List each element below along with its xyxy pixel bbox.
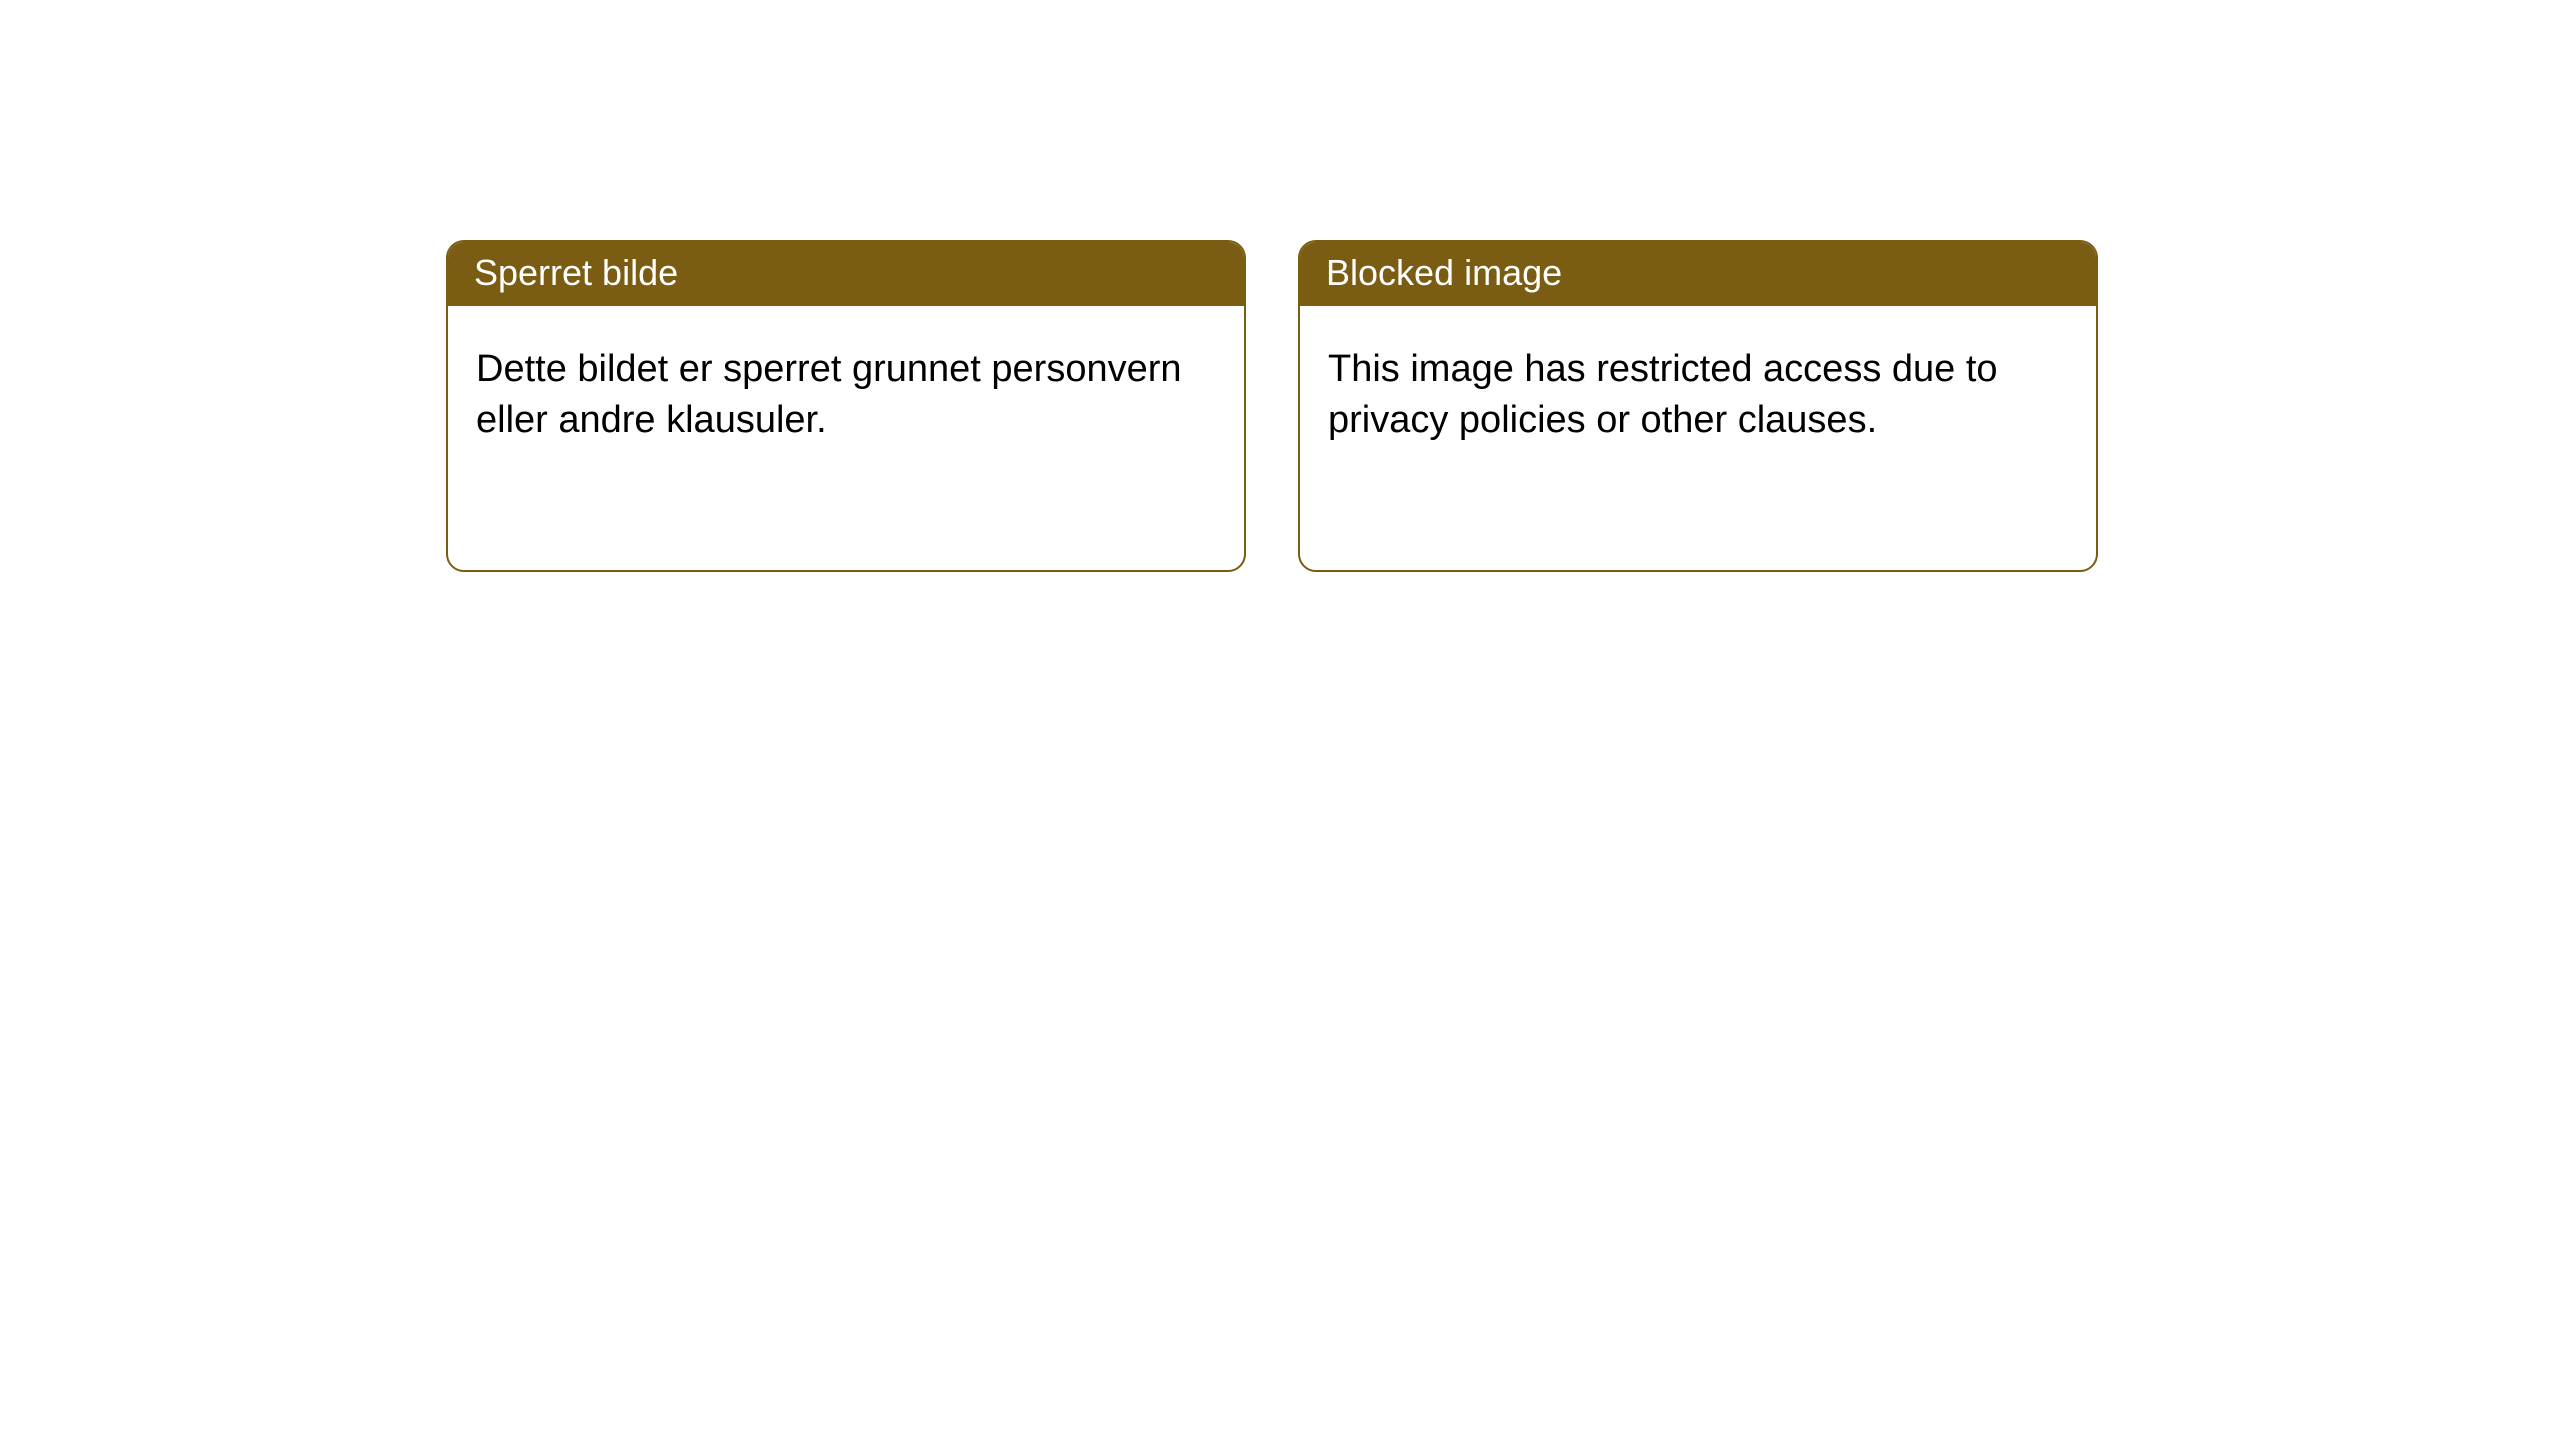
card-body-en: This image has restricted access due to … (1300, 306, 2096, 475)
notice-container: Sperret bilde Dette bildet er sperret gr… (0, 0, 2560, 572)
blocked-image-card-no: Sperret bilde Dette bildet er sperret gr… (446, 240, 1246, 572)
card-body-no: Dette bildet er sperret grunnet personve… (448, 306, 1244, 475)
card-header-en: Blocked image (1300, 242, 2096, 306)
blocked-image-card-en: Blocked image This image has restricted … (1298, 240, 2098, 572)
card-header-no: Sperret bilde (448, 242, 1244, 306)
